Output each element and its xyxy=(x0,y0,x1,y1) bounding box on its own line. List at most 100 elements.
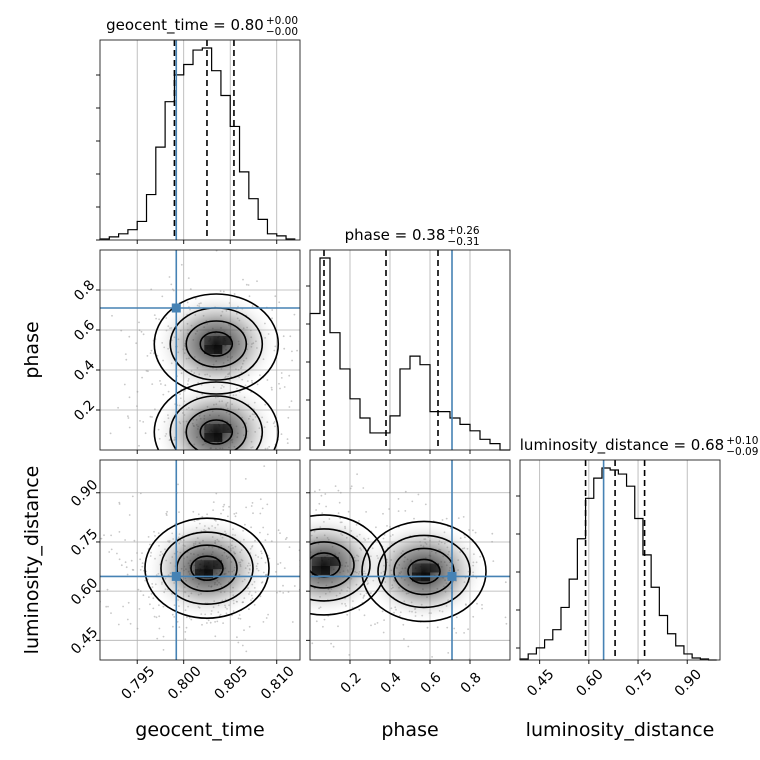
sample-point xyxy=(287,570,289,572)
sample-point xyxy=(259,498,262,501)
sample-point xyxy=(130,559,133,562)
density-contour xyxy=(310,514,387,616)
sample-point xyxy=(397,498,400,500)
sample-point xyxy=(207,468,209,470)
sample-point xyxy=(144,432,147,435)
sample-point xyxy=(293,313,296,316)
sample-point xyxy=(268,466,270,468)
density-shade xyxy=(154,380,279,450)
sample-point xyxy=(303,589,305,591)
sample-point xyxy=(302,524,304,526)
sample-point xyxy=(467,628,469,631)
sample-point xyxy=(279,529,281,531)
sample-point xyxy=(139,420,141,422)
truth-marker xyxy=(447,571,457,581)
sample-point xyxy=(105,605,108,608)
x-tick-label: 0.810 xyxy=(258,663,298,703)
sample-point xyxy=(161,295,164,298)
sample-point xyxy=(158,627,161,630)
sample-point xyxy=(149,543,151,546)
y-tick-label: 0.45 xyxy=(68,624,101,657)
param-title-luminosity_distance: luminosity_distance = 0.68 xyxy=(520,436,724,455)
density-pixel xyxy=(412,563,421,573)
sample-point xyxy=(120,564,123,567)
sample-point xyxy=(271,580,273,582)
sample-point xyxy=(223,503,226,506)
sample-point xyxy=(284,473,286,475)
sample-point xyxy=(306,543,308,545)
sample-point xyxy=(301,577,303,579)
sample-point xyxy=(141,552,143,554)
sample-point xyxy=(128,396,131,399)
sample-point xyxy=(404,490,407,493)
sample-point xyxy=(153,530,155,533)
sample-point xyxy=(283,386,286,388)
sample-point xyxy=(125,358,128,361)
sample-point xyxy=(285,523,287,525)
truth-marker xyxy=(171,571,181,581)
sample-point xyxy=(273,584,275,586)
sample-point xyxy=(206,622,208,624)
sample-point xyxy=(180,263,183,266)
density-pixel xyxy=(203,560,213,570)
sample-point xyxy=(315,509,317,511)
sample-point xyxy=(75,576,77,578)
sample-point xyxy=(462,516,465,518)
sample-point xyxy=(154,408,156,411)
density-pixel xyxy=(430,563,439,573)
sample-point xyxy=(158,318,161,321)
sample-point xyxy=(280,573,282,575)
sample-point xyxy=(291,471,293,473)
sample-point xyxy=(293,585,296,587)
sample-point xyxy=(171,288,174,291)
density-contour xyxy=(153,293,280,395)
density-contour xyxy=(407,558,441,585)
sample-point xyxy=(266,533,269,536)
sample-point xyxy=(131,495,134,498)
sample-point xyxy=(273,507,275,509)
title-errors: +0.10−0.09 xyxy=(726,435,758,458)
sample-point xyxy=(107,605,109,608)
sample-point xyxy=(411,500,414,503)
sample-point xyxy=(137,588,140,591)
sample-point xyxy=(222,622,225,624)
sample-point xyxy=(263,465,266,467)
hist-panel-luminosity_distance: 0.45 0.60 0.75 0.90 luminosity_distance = 0.… xyxy=(516,435,758,700)
sample-point xyxy=(271,388,273,391)
sample-point xyxy=(170,283,173,286)
sample-point xyxy=(282,592,285,594)
sample-point xyxy=(280,568,282,570)
density-pixel xyxy=(213,424,223,433)
density-pixel xyxy=(321,565,330,575)
sample-point xyxy=(350,485,353,488)
sample-point xyxy=(244,478,247,480)
sample-point xyxy=(149,352,152,354)
sample-point xyxy=(139,590,142,592)
sample-point xyxy=(316,336,318,338)
sample-point xyxy=(303,344,305,346)
sample-point xyxy=(162,635,165,638)
sample-point xyxy=(283,471,285,473)
sample-point xyxy=(362,487,365,489)
sample-point xyxy=(298,548,300,550)
sample-point xyxy=(184,470,186,472)
sample-point xyxy=(267,613,269,616)
sample-point xyxy=(261,507,264,510)
sample-point xyxy=(148,596,150,598)
sample-point xyxy=(303,562,305,564)
sample-point xyxy=(141,565,144,568)
sample-point xyxy=(481,604,483,606)
x-tick-label: 0.805 xyxy=(212,663,252,703)
param-title-phase: phase = 0.38 xyxy=(345,226,446,244)
sample-point xyxy=(224,481,226,483)
title-upper-error: +0.26 xyxy=(447,225,479,237)
2d-panel-phase-luminosity_distance: 0.2 0.4 0.6 0.8 xyxy=(271,459,511,697)
density-pixel xyxy=(213,336,223,345)
sample-point xyxy=(150,593,153,595)
sample-point xyxy=(296,579,298,581)
sample-point xyxy=(213,476,215,478)
sample-point xyxy=(279,519,281,521)
sample-point xyxy=(126,573,129,576)
sample-point xyxy=(286,442,289,444)
sample-point xyxy=(288,374,291,377)
